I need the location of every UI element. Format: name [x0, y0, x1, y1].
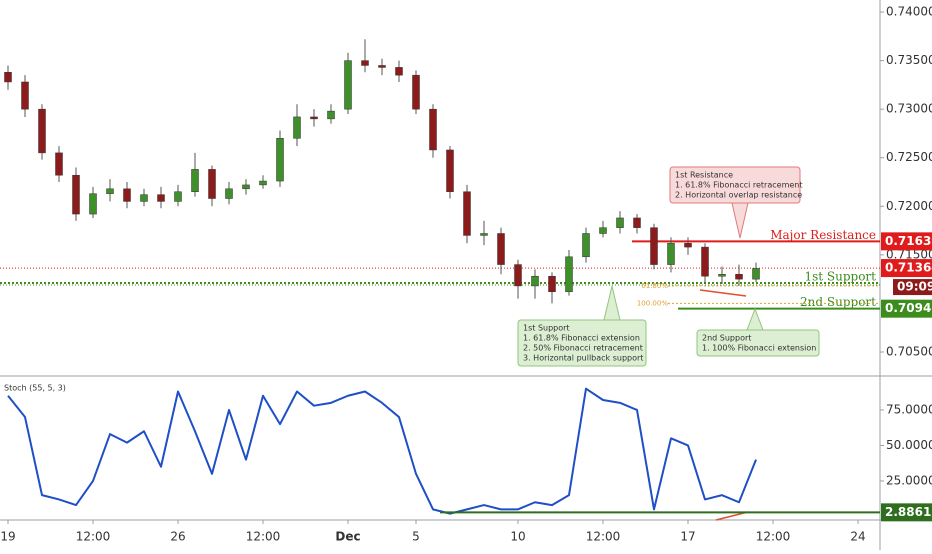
candle-body	[106, 188, 114, 194]
y-tick-label: 0.74000	[886, 5, 932, 19]
callout-box	[669, 166, 801, 204]
candle-body	[633, 217, 641, 228]
candle-body	[361, 60, 369, 66]
callout-box	[517, 319, 647, 367]
candle-body	[378, 65, 386, 68]
y-tick-label: 50.0000	[886, 438, 932, 452]
support-tag	[881, 299, 932, 318]
candle-body	[650, 227, 658, 265]
candle-body	[701, 246, 709, 277]
candle-body	[412, 74, 420, 110]
resistance-tag-text: 0.71639	[885, 234, 932, 248]
candle-body	[21, 81, 29, 110]
y-tick-label: 0.72500	[886, 150, 932, 164]
candle-body	[735, 274, 743, 280]
candle-body	[463, 191, 471, 236]
candle-body	[531, 275, 539, 287]
stoch-level-tag-text: 2.8861	[885, 505, 931, 519]
fib-label: 100.00%	[637, 299, 668, 307]
candle-body	[429, 108, 437, 151]
x-tick-label: 10	[510, 530, 525, 544]
candle-body	[667, 242, 675, 265]
candle-body	[480, 233, 488, 236]
callout-text: 2nd Support	[702, 334, 751, 343]
candle-body	[395, 67, 403, 76]
candle-body	[327, 110, 335, 120]
candle-body	[123, 188, 131, 202]
x-tick-label: 17	[680, 530, 695, 544]
level-label: Major Resistance	[770, 228, 876, 242]
y-tick-label: 25.0000	[886, 473, 932, 487]
resistance-tag	[881, 232, 932, 251]
candle-body	[55, 152, 63, 176]
candle-body	[446, 149, 454, 192]
candle-body	[344, 60, 352, 110]
candle-body	[293, 116, 301, 139]
callout-box	[696, 329, 820, 357]
candle-body	[276, 138, 284, 182]
x-tick-label: 12:00	[246, 530, 281, 544]
candle-body	[89, 193, 97, 215]
candle-body	[225, 188, 233, 199]
y-tick-label: 0.73000	[886, 102, 932, 116]
countdown-text: 09:09	[897, 280, 932, 294]
callout-text: 2. 50% Fibonacci retracement	[523, 344, 643, 353]
x-tick-label: 12:00	[586, 530, 621, 544]
support-tag-text: 0.70946	[885, 301, 932, 315]
indicator-title: Stoch (55, 5, 3)	[4, 384, 66, 393]
last-price-tag-text: 0.71364	[885, 261, 932, 275]
candle-body	[191, 169, 199, 192]
callout-text: 1st Resistance	[675, 171, 733, 180]
stoch-line	[7, 387, 757, 515]
candle-body	[684, 242, 692, 248]
y-tick-label: 0.70500	[886, 344, 932, 358]
candle-body	[548, 275, 556, 293]
candle-body	[752, 268, 760, 280]
callout-text: 1st Support	[523, 324, 570, 333]
candle-body	[157, 194, 165, 202]
candle-body	[242, 184, 250, 190]
candle-body	[582, 233, 590, 258]
x-tick-label: 19	[0, 530, 15, 544]
x-tick-label: 26	[170, 530, 185, 544]
y-tick-label: 75.0000	[886, 402, 932, 416]
y-tick-label: 0.71500	[886, 247, 932, 261]
candle-body	[497, 233, 505, 265]
callout-text: 3. Horizontal pullback support	[523, 354, 643, 363]
candle-body	[38, 108, 46, 154]
candle-body	[72, 174, 80, 215]
candle-body	[310, 116, 318, 120]
fib-label: 61.80%	[641, 282, 668, 290]
candle-body	[565, 256, 573, 293]
candle-body	[259, 180, 267, 186]
candle-body	[4, 72, 12, 83]
candle-body	[208, 169, 216, 199]
candle-body	[174, 191, 182, 202]
divergence-line	[699, 289, 747, 297]
candle-body	[718, 274, 726, 277]
level-label: 2nd Support	[800, 295, 876, 309]
x-tick-label: 12:00	[76, 530, 111, 544]
candle-body	[616, 217, 624, 228]
candle-body	[140, 194, 148, 202]
y-tick-label: 0.73500	[886, 53, 932, 67]
x-tick-label: Dec	[335, 530, 360, 544]
callout-text: 1. 61.8% Fibonacci extension	[523, 334, 640, 343]
callout-text: 1. 100% Fibonacci extension	[702, 344, 816, 353]
x-tick-label: 12:00	[756, 530, 791, 544]
candle-body	[514, 264, 522, 287]
stoch-level-tag	[881, 503, 932, 522]
callout-text: 1. 61.8% Fibonacci retracement	[675, 181, 803, 190]
candle-body	[599, 227, 607, 234]
last-price-tag	[881, 259, 932, 278]
level-label: 1st Support	[804, 270, 876, 284]
x-tick-label: 5	[412, 530, 420, 544]
countdown-tag	[893, 279, 932, 296]
y-tick-label: 0.72000	[886, 199, 932, 213]
callout-text: 2. Horizontal overlap resistance	[675, 191, 802, 200]
x-tick-label: 24	[850, 530, 865, 544]
